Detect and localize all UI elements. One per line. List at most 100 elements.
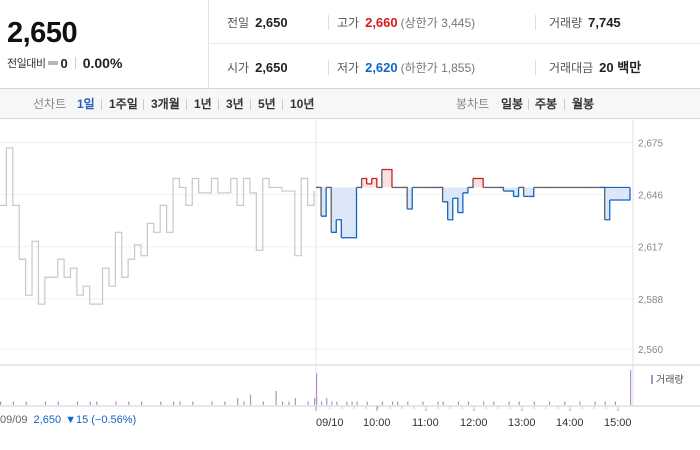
today-price-segment bbox=[356, 178, 363, 189]
down-area-fill bbox=[331, 187, 337, 233]
chart-canvas: 2,675 2,646 2,617 2,588 2,560 09/10 10:00 11:00… bbox=[0, 120, 700, 429]
weekly-candle-tab[interactable]: 주봉 bbox=[535, 97, 558, 111]
x-tick-label: 09/10 bbox=[316, 417, 344, 429]
prev-day-volume-bar bbox=[128, 401, 130, 405]
down-area-fill bbox=[457, 187, 463, 213]
today-price-segment bbox=[366, 178, 373, 185]
x-tick-label: 14:00 bbox=[556, 417, 584, 429]
divider bbox=[143, 99, 144, 110]
today-price-segment bbox=[452, 197, 459, 213]
today-price-segment bbox=[462, 187, 469, 194]
today-volume-bar bbox=[579, 401, 581, 405]
today-price-segment bbox=[316, 186, 322, 217]
stat-value: 2,620 bbox=[365, 60, 398, 75]
down-area-fill bbox=[462, 187, 468, 193]
prev-day-volume-bar bbox=[76, 401, 79, 405]
change-percent: 0.00% bbox=[82, 55, 123, 71]
today-price-segment bbox=[599, 186, 606, 220]
today-price-segment bbox=[326, 186, 332, 233]
today-price-segment bbox=[624, 187, 631, 201]
down-area-fill bbox=[624, 187, 630, 201]
x-tick-label: 13:00 bbox=[508, 417, 536, 429]
candle-chart-label: 봉차트 bbox=[456, 97, 490, 111]
y-tick-label: 2,617 bbox=[638, 243, 663, 254]
divider bbox=[101, 99, 102, 110]
period-3y-tab[interactable]: 3년 bbox=[226, 97, 244, 111]
divider bbox=[328, 60, 329, 75]
y-tick-label: 2,560 bbox=[638, 345, 663, 356]
prev-close: 2,650 bbox=[33, 414, 62, 426]
y-tick-label: 2,646 bbox=[638, 191, 663, 202]
prev-day-summary: 09/09 2,650 ▼15 (−0.56%) bbox=[0, 414, 136, 426]
today-volume-bar bbox=[391, 401, 394, 405]
today-volume-bar bbox=[336, 401, 338, 405]
today-volume-bar bbox=[366, 401, 368, 405]
period-3m-tab[interactable]: 3개월 bbox=[151, 97, 180, 111]
today-price-segment bbox=[336, 219, 342, 238]
today-price-segment bbox=[321, 187, 327, 217]
price-chart: 2,675 2,646 2,617 2,588 2,560 09/10 10:00 11:00… bbox=[0, 120, 700, 450]
prev-day-volume-bar bbox=[0, 401, 2, 405]
divider bbox=[528, 99, 529, 110]
change-label: 전일대비 bbox=[7, 58, 46, 70]
today-price-segment bbox=[361, 177, 368, 184]
down-area-fill bbox=[341, 187, 347, 238]
stat-value: 2,650 bbox=[255, 15, 288, 30]
change-row: 전일대비 0 0.00% bbox=[7, 55, 122, 71]
stat-label: 저가 bbox=[337, 61, 360, 75]
stat-label: 거래량 bbox=[549, 16, 583, 30]
period-5y-tab[interactable]: 5년 bbox=[258, 97, 276, 111]
down-area-fill bbox=[336, 187, 342, 220]
change-value: 0 bbox=[60, 55, 68, 71]
stat-value: 7,745 bbox=[588, 15, 621, 30]
prev-day-volume-bar bbox=[25, 401, 27, 405]
divider bbox=[282, 99, 283, 110]
today-price-segment bbox=[508, 190, 515, 197]
divider bbox=[250, 99, 251, 110]
today-volume-bar bbox=[483, 401, 485, 405]
period-10y-tab[interactable]: 10년 bbox=[290, 97, 315, 111]
current-price: 2,650 bbox=[7, 17, 78, 49]
down-area-fill bbox=[351, 187, 357, 238]
today-price-segment bbox=[498, 186, 505, 192]
down-area-fill bbox=[513, 187, 519, 197]
lower-limit: (하한가 1,855) bbox=[400, 61, 476, 75]
prev-day-volume-bar bbox=[262, 401, 264, 405]
down-area-fill bbox=[604, 187, 610, 220]
price-box: 2,650 전일대비 0 0.00% bbox=[0, 0, 209, 89]
prev-day-volume-bar bbox=[44, 401, 47, 405]
today-price-segment bbox=[513, 187, 520, 198]
today-volume-bar bbox=[437, 401, 439, 405]
down-area-fill bbox=[619, 187, 625, 201]
down-area-fill bbox=[528, 187, 534, 197]
divider bbox=[218, 99, 219, 110]
up-area-fill bbox=[473, 178, 479, 188]
period-1d-tab[interactable]: 1일 bbox=[77, 97, 95, 111]
prev-day-volume-bar bbox=[249, 394, 252, 405]
today-price-segment bbox=[351, 187, 358, 239]
period-1y-tab[interactable]: 1년 bbox=[194, 97, 212, 111]
today-price-segment bbox=[528, 187, 535, 198]
period-1w-tab[interactable]: 1주일 bbox=[109, 97, 138, 111]
today-price-segment bbox=[457, 192, 464, 214]
quote-header: 2,650 전일대비 0 0.00% 전일 2,650 고가 2,660 (상한가 3… bbox=[0, 0, 700, 89]
today-volume-bar bbox=[397, 401, 399, 405]
today-price-segment bbox=[518, 186, 525, 197]
prev-day-volume-bar bbox=[179, 401, 181, 405]
stat-low: 저가 2,620 (하한가 1,855) bbox=[337, 45, 475, 89]
prev-day-volume-bar bbox=[237, 398, 239, 405]
line-chart-label: 선차트 bbox=[33, 97, 67, 111]
today-volume-bar bbox=[407, 401, 409, 405]
today-volume-bar bbox=[548, 401, 551, 405]
stat-label: 거래대금 bbox=[549, 61, 594, 75]
monthly-candle-tab[interactable]: 월봉 bbox=[572, 97, 595, 111]
daily-candle-tab[interactable]: 일봉 bbox=[501, 97, 524, 111]
down-area-fill bbox=[523, 187, 529, 197]
y-tick-label: 2,675 bbox=[638, 139, 663, 150]
stat-label: 전일 bbox=[227, 16, 250, 30]
today-volume-bar bbox=[346, 401, 348, 405]
prev-day-volume-bar bbox=[314, 398, 316, 405]
today-volume-bar bbox=[331, 401, 333, 405]
period-toolbar: 선차트 1일 1주일 3개월 1년 3년 5년 10년 봉차트 일봉 주봉 월봉 bbox=[0, 89, 700, 119]
down-area-fill bbox=[503, 187, 509, 192]
